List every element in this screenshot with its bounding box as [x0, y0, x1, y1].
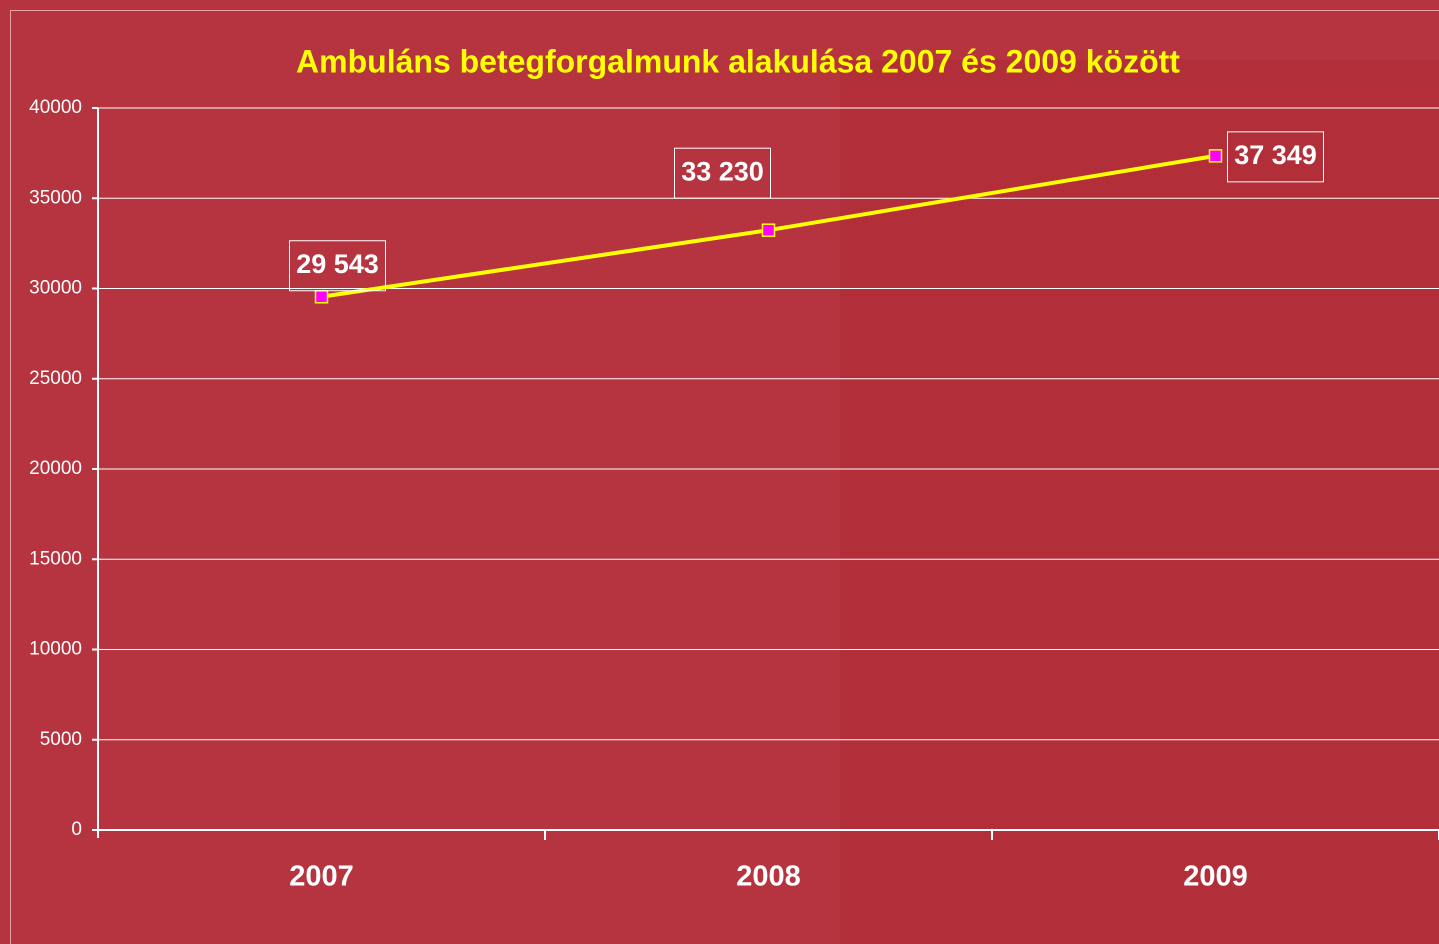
- data-label: 37 349: [1234, 140, 1317, 170]
- data-label-box: [1227, 131, 1324, 183]
- chart-title: Ambuláns betegforgalmunk alakulása 2007 …: [296, 43, 1180, 79]
- marker: [761, 223, 776, 237]
- frame: [10, 10, 1439, 944]
- y-tick-label: 25000: [29, 368, 82, 389]
- background-shade: [840, 60, 1439, 944]
- data-label-box: [289, 240, 386, 292]
- y-tick-label: 5000: [40, 729, 82, 750]
- marker: [314, 289, 329, 304]
- marker: [1208, 149, 1223, 163]
- y-tick-label: 0: [71, 819, 82, 840]
- y-tick-label: 40000: [29, 97, 82, 118]
- x-tick-label: 2007: [289, 861, 354, 893]
- x-tick-label: 2008: [736, 861, 801, 893]
- y-tick-label: 15000: [29, 548, 82, 569]
- data-label: 33 230: [681, 156, 764, 186]
- data-label-box: [674, 147, 771, 199]
- y-tick-label: 30000: [29, 278, 82, 299]
- y-tick-label: 10000: [29, 639, 82, 660]
- data-label: 29 543: [296, 249, 379, 279]
- y-tick-label: 35000: [29, 187, 82, 208]
- x-tick-label: 2009: [1183, 861, 1248, 893]
- y-tick-label: 20000: [29, 458, 82, 479]
